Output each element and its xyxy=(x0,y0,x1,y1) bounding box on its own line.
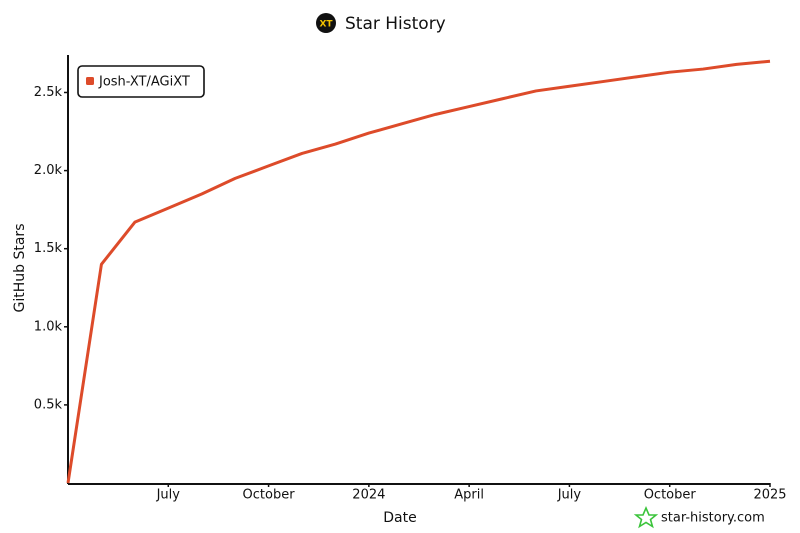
y-tick-label: 1.5k xyxy=(34,241,63,256)
legend-box xyxy=(77,65,205,98)
x-tick-label: July xyxy=(156,488,181,503)
x-tick-label: July xyxy=(557,488,582,503)
y-tick-label: 2.5k xyxy=(34,85,63,100)
x-tick-label: 2024 xyxy=(352,488,385,503)
watermark-text: star-history.com xyxy=(661,511,765,526)
x-tick-label: October xyxy=(644,488,697,503)
watermark-icon xyxy=(633,505,659,529)
watermark: star-history.com xyxy=(633,505,765,529)
legend-label: Josh-XT/AGiXT xyxy=(98,75,190,90)
chart-title: Star History xyxy=(345,14,446,34)
x-tick-label: April xyxy=(454,488,484,503)
y-axis-title: GitHub Stars xyxy=(12,224,28,313)
legend-swatch xyxy=(86,77,94,85)
x-tick-label: 2025 xyxy=(753,488,786,503)
x-axis-title: Date xyxy=(383,510,416,526)
icon xyxy=(316,13,336,33)
x-tick-label: October xyxy=(243,488,296,503)
icon-label: XT xyxy=(319,20,333,30)
y-tick-label: 0.5k xyxy=(34,397,63,412)
y-tick-label: 1.0k xyxy=(34,319,63,334)
y-tick-label: 2.0k xyxy=(34,163,63,178)
series-line xyxy=(66,59,771,484)
